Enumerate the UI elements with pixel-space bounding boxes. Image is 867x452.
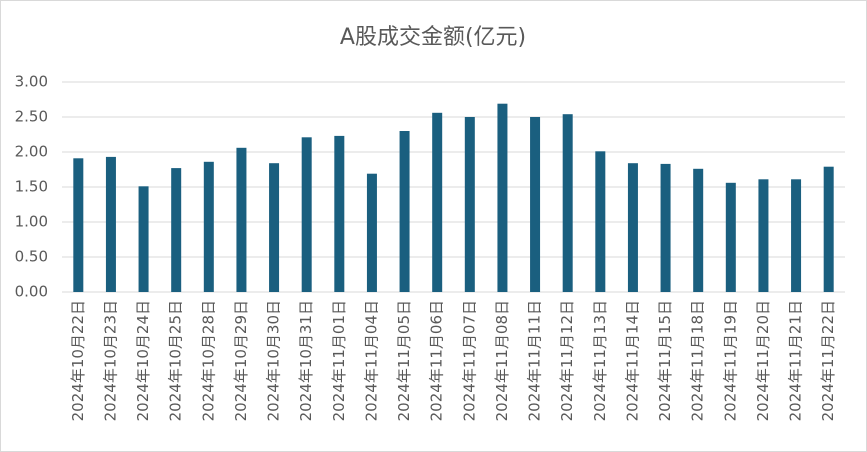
x-tick-label: 2024年11月05日 (395, 300, 413, 421)
y-tick-label: 0.00 (15, 283, 48, 301)
bar (627, 163, 638, 292)
bar (725, 182, 736, 292)
x-tick-label: 2024年11月18日 (689, 300, 707, 421)
x-tick-label: 2024年11月01日 (330, 300, 348, 421)
bar (432, 112, 443, 292)
bar (203, 161, 214, 292)
bar (366, 173, 377, 292)
bar (301, 137, 312, 292)
bar (105, 156, 116, 292)
bar (334, 135, 345, 292)
x-tick-label: 2024年11月06日 (428, 300, 446, 421)
x-tick-label: 2024年11月12日 (558, 300, 576, 421)
x-tick-label: 2024年11月20日 (754, 300, 772, 421)
x-tick-label: 2024年10月25日 (167, 300, 185, 421)
bar (530, 117, 541, 292)
bar (660, 163, 671, 292)
x-tick-label: 2024年11月21日 (787, 300, 805, 421)
bar (464, 117, 475, 292)
x-tick-label: 2024年11月15日 (656, 300, 674, 421)
bar (791, 179, 802, 292)
y-tick-label: 0.50 (15, 248, 48, 266)
y-tick-label: 3.00 (15, 73, 48, 91)
bar (562, 114, 573, 292)
x-tick-label: 2024年11月08日 (493, 300, 511, 421)
bar (693, 168, 704, 292)
y-tick-label: 2.00 (15, 143, 48, 161)
x-tick-label: 2024年10月24日 (134, 300, 152, 421)
bar (236, 147, 247, 292)
bar (73, 158, 84, 292)
x-tick-label: 2024年11月14日 (623, 300, 641, 421)
x-tick-label: 2024年10月28日 (199, 300, 217, 421)
x-tick-label: 2024年10月23日 (101, 300, 119, 421)
chart-title: A股成交金额(亿元) (340, 25, 526, 50)
bar (595, 151, 606, 292)
y-tick-label: 1.00 (15, 213, 48, 231)
x-tick-label: 2024年10月31日 (297, 300, 315, 421)
x-tick-label: 2024年11月04日 (362, 300, 380, 421)
x-tick-label: 2024年11月13日 (591, 300, 609, 421)
bar (269, 163, 280, 292)
bar (399, 131, 410, 292)
x-tick-label: 2024年10月22日 (69, 300, 87, 421)
bar (758, 179, 769, 292)
bar (138, 186, 149, 292)
x-tick-label: 2024年11月19日 (721, 300, 739, 421)
bar (171, 168, 182, 292)
bar (497, 103, 508, 292)
x-tick-label: 2024年11月07日 (460, 300, 478, 421)
bar (823, 166, 834, 292)
y-tick-label: 2.50 (15, 108, 48, 126)
x-tick-label: 2024年10月30日 (265, 300, 283, 421)
x-tick-label: 2024年11月11日 (526, 300, 544, 421)
x-tick-label: 2024年11月22日 (819, 300, 837, 421)
y-tick-label: 1.50 (15, 178, 48, 196)
x-tick-label: 2024年10月29日 (232, 300, 250, 421)
